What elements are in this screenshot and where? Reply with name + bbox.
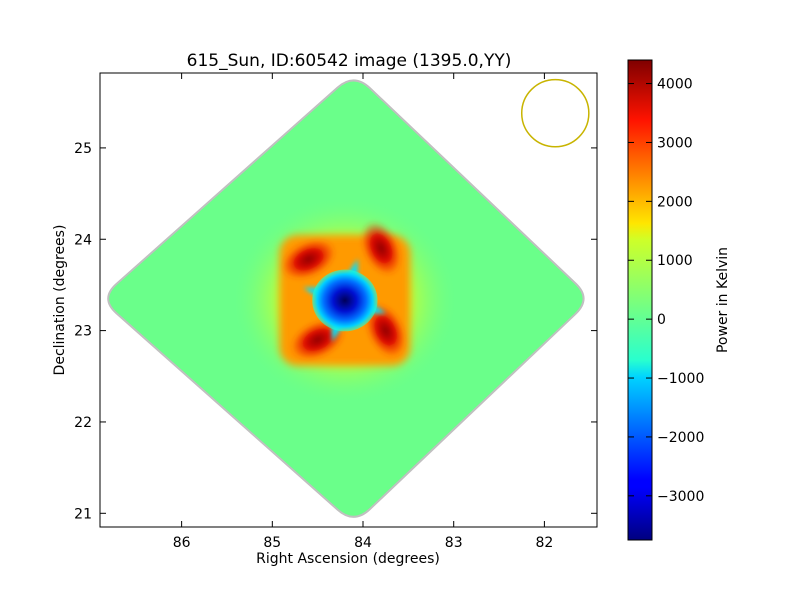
y-tick-label: 24 bbox=[74, 232, 92, 248]
y-axis-label: Declination (degrees) bbox=[52, 225, 68, 376]
colorbar-tick-label: −1000 bbox=[657, 371, 704, 387]
plot-area bbox=[100, 73, 597, 527]
colorbar-tick-label: 2000 bbox=[657, 194, 693, 210]
y-tick-label: 25 bbox=[74, 141, 92, 157]
x-axis-label: Right Ascension (degrees) bbox=[256, 551, 440, 567]
x-tick-label: 86 bbox=[173, 535, 191, 551]
x-tick-label: 85 bbox=[263, 535, 281, 551]
y-tick-label: 21 bbox=[74, 506, 92, 522]
plot-frame bbox=[99, 72, 598, 528]
source-emission bbox=[231, 196, 459, 405]
source-peak bbox=[281, 238, 336, 280]
colorbar-tick-label: −3000 bbox=[657, 489, 704, 505]
y-axis-ticks: 21 22 23 24 25 bbox=[74, 141, 597, 522]
source-peak bbox=[365, 303, 407, 358]
colorbar-tick-label: 0 bbox=[657, 312, 666, 328]
y-tick-label: 23 bbox=[74, 324, 92, 340]
x-tick-label: 84 bbox=[354, 535, 372, 551]
colorbar-tick-label: 4000 bbox=[657, 77, 693, 93]
colorbar-tick-label: 1000 bbox=[657, 253, 693, 269]
colorbar-ticks: −3000 −2000 −1000 0 1000 2000 3000 4000 bbox=[628, 77, 704, 505]
source-peak bbox=[360, 220, 402, 276]
colorbar-tick-label: 3000 bbox=[657, 135, 693, 151]
beam-circle bbox=[520, 78, 590, 148]
x-axis-ticks: 86 85 84 83 82 bbox=[173, 73, 553, 551]
y-tick-label: 22 bbox=[74, 415, 92, 431]
x-tick-label: 83 bbox=[445, 535, 463, 551]
source-peak bbox=[290, 319, 346, 361]
source-negative-core bbox=[312, 269, 378, 332]
colorbar-tick-label: −2000 bbox=[657, 430, 704, 446]
chart-title: 615_Sun, ID:60542 image (1395.0,YY) bbox=[187, 51, 512, 71]
x-tick-label: 82 bbox=[535, 535, 553, 551]
colorbar: −3000 −2000 −1000 0 1000 2000 3000 4000 Power i… bbox=[627, 59, 731, 541]
colorbar-gradient bbox=[627, 59, 653, 541]
colorbar-label: Power in Kelvin bbox=[715, 247, 731, 353]
